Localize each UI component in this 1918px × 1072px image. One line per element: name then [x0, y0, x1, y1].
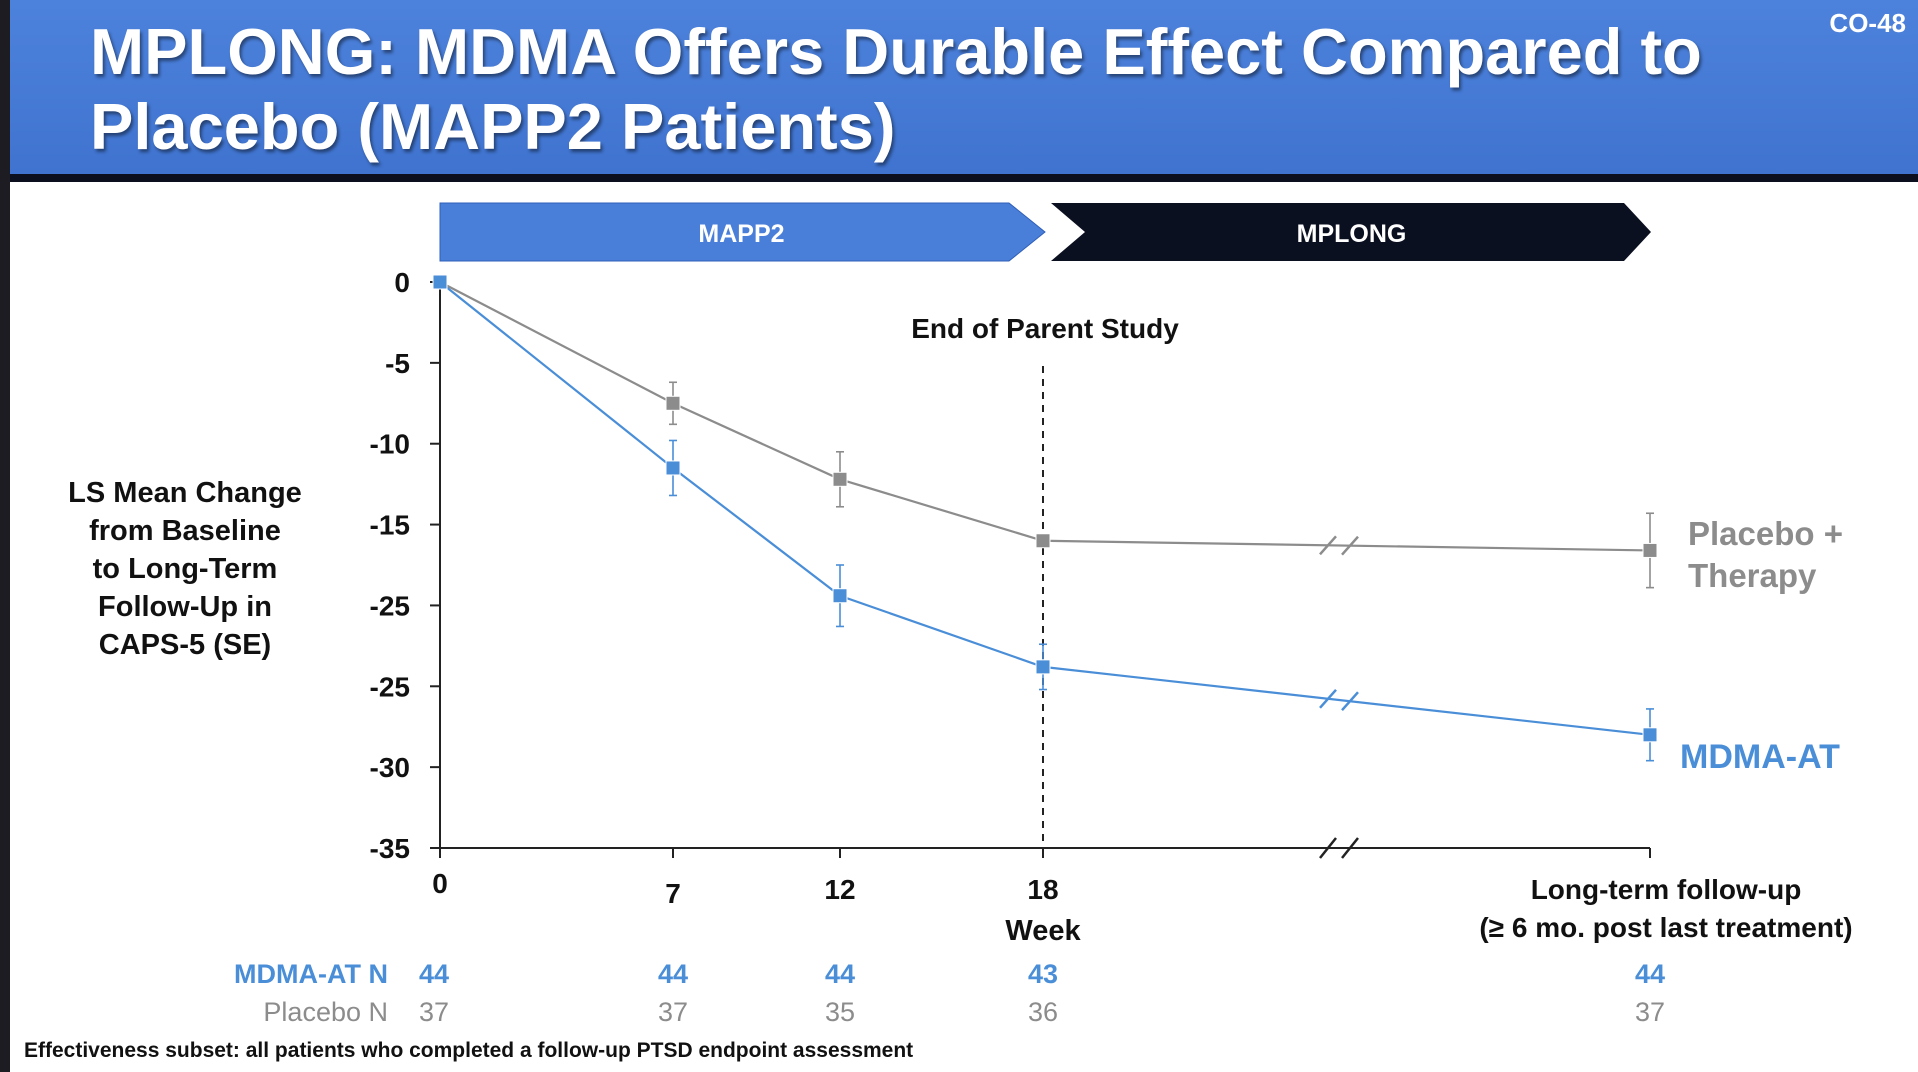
n-table-cell: 35 [825, 997, 855, 1027]
n-table-cell: 44 [419, 959, 449, 989]
n-table-row-label: MDMA-AT N [234, 959, 388, 989]
x-tick-label: 0 [432, 868, 448, 899]
phase-label-mapp2: MAPP2 [698, 220, 784, 248]
placebo-point [1642, 542, 1658, 558]
slide-title: MPLONG: MDMA Offers Durable Effect Compa… [90, 15, 1702, 163]
n-table-cell: 44 [825, 959, 855, 989]
y-tick-label: -25 [370, 671, 410, 702]
placebo-break-mark [1341, 535, 1359, 556]
n-table-cell: 37 [419, 997, 449, 1027]
mdma-point [432, 274, 448, 290]
slide-header: MPLONG: MDMA Offers Durable Effect Compa… [10, 0, 1918, 182]
y-tick-label: -15 [370, 510, 410, 541]
y-axis-label-line: Follow-Up in [98, 591, 272, 623]
slide-number: CO-48 [1829, 8, 1906, 38]
mdma-point [1035, 659, 1051, 675]
end-of-study-annotation: End of Parent Study [911, 313, 1179, 344]
mdma-break-mark [1341, 691, 1359, 712]
x-axis-label: Week [1005, 915, 1081, 947]
y-axis-label: LS Mean Change from Baseline to Long-Term F… [40, 474, 330, 664]
x-end-label-line1: Long-term follow-up [1531, 874, 1802, 905]
axis-break-mark [1319, 837, 1337, 859]
n-table-cell: 37 [1635, 997, 1665, 1027]
placebo-series-label-line1: Placebo + [1688, 515, 1843, 552]
mdma-point [832, 588, 848, 604]
mdma-break-mark [1319, 688, 1337, 709]
placebo-series-label-line2: Therapy [1688, 557, 1817, 594]
phase-arrow-mplong [1051, 203, 1651, 261]
y-axis-label-line: LS Mean Change [68, 477, 302, 509]
y-tick-label: -5 [385, 348, 410, 379]
axis-break-mark [1341, 837, 1359, 859]
mdma-series-label: MDMA-AT [1680, 738, 1840, 776]
placebo-point [1035, 533, 1051, 549]
placebo-point [832, 471, 848, 487]
n-table-cell: 44 [1635, 959, 1665, 989]
mdma-point [665, 460, 681, 476]
y-tick-label: 0 [394, 267, 410, 298]
n-table-row-label: Placebo N [263, 997, 388, 1027]
footnote: Effectiveness subset: all patients who c… [24, 1039, 914, 1062]
y-tick-label: -10 [370, 429, 410, 460]
y-axis-label-line: from Baseline [89, 515, 281, 547]
y-tick-label: -30 [370, 752, 410, 783]
n-table-cell: 43 [1028, 959, 1058, 989]
mdma-point [1642, 727, 1658, 743]
placebo-break-mark [1319, 535, 1337, 556]
n-table-cell: 44 [658, 959, 688, 989]
y-axis-label-line: CAPS-5 (SE) [98, 629, 272, 661]
n-table-cell: 36 [1028, 997, 1058, 1027]
x-tick-label: 18 [1027, 874, 1058, 905]
y-tick-label: -25 [370, 590, 410, 621]
placebo-point [665, 395, 681, 411]
y-axis-label-line: to Long-Term [92, 553, 278, 585]
window-edge [0, 0, 10, 1072]
x-tick-label: 7 [665, 878, 681, 909]
x-end-label-line2: (≥ 6 mo. post last treatment) [1479, 912, 1852, 943]
y-tick-label: -35 [370, 833, 410, 864]
n-table-cell: 37 [658, 997, 688, 1027]
x-tick-label: 12 [824, 874, 855, 905]
phase-label-mplong: MPLONG [1297, 220, 1407, 248]
phase-arrow-mapp2 [439, 202, 1046, 262]
